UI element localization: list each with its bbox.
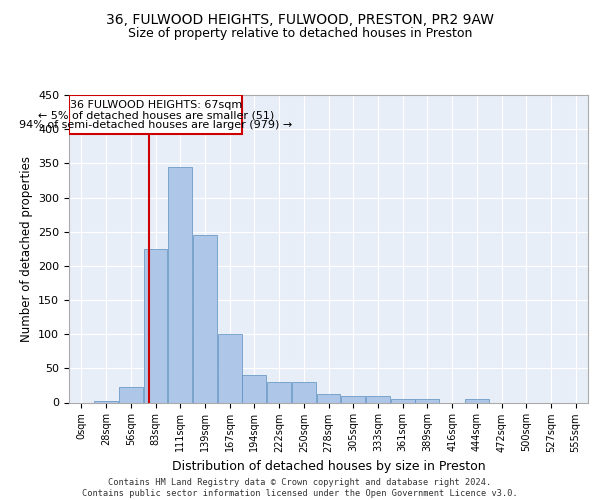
Bar bbox=[193, 235, 217, 402]
Bar bbox=[143, 248, 167, 402]
X-axis label: Distribution of detached houses by size in Preston: Distribution of detached houses by size … bbox=[172, 460, 485, 473]
Text: 36, FULWOOD HEIGHTS, FULWOOD, PRESTON, PR2 9AW: 36, FULWOOD HEIGHTS, FULWOOD, PRESTON, P… bbox=[106, 12, 494, 26]
Bar bbox=[168, 167, 192, 402]
Text: Contains HM Land Registry data © Crown copyright and database right 2024.
Contai: Contains HM Land Registry data © Crown c… bbox=[82, 478, 518, 498]
Bar bbox=[341, 396, 365, 402]
Bar bbox=[218, 334, 242, 402]
Bar bbox=[415, 399, 439, 402]
Bar bbox=[267, 382, 291, 402]
Text: 36 FULWOOD HEIGHTS: 67sqm: 36 FULWOOD HEIGHTS: 67sqm bbox=[70, 100, 242, 110]
Bar bbox=[391, 399, 415, 402]
Y-axis label: Number of detached properties: Number of detached properties bbox=[20, 156, 32, 342]
Bar bbox=[119, 388, 143, 402]
Text: ← 5% of detached houses are smaller (51): ← 5% of detached houses are smaller (51) bbox=[38, 110, 274, 120]
Bar bbox=[317, 394, 340, 402]
Text: 94% of semi-detached houses are larger (979) →: 94% of semi-detached houses are larger (… bbox=[19, 120, 292, 130]
Bar bbox=[465, 399, 489, 402]
Text: Size of property relative to detached houses in Preston: Size of property relative to detached ho… bbox=[128, 28, 472, 40]
FancyBboxPatch shape bbox=[70, 95, 242, 134]
Bar bbox=[94, 401, 118, 402]
Bar bbox=[366, 396, 390, 402]
Bar bbox=[292, 382, 316, 402]
Bar bbox=[242, 375, 266, 402]
